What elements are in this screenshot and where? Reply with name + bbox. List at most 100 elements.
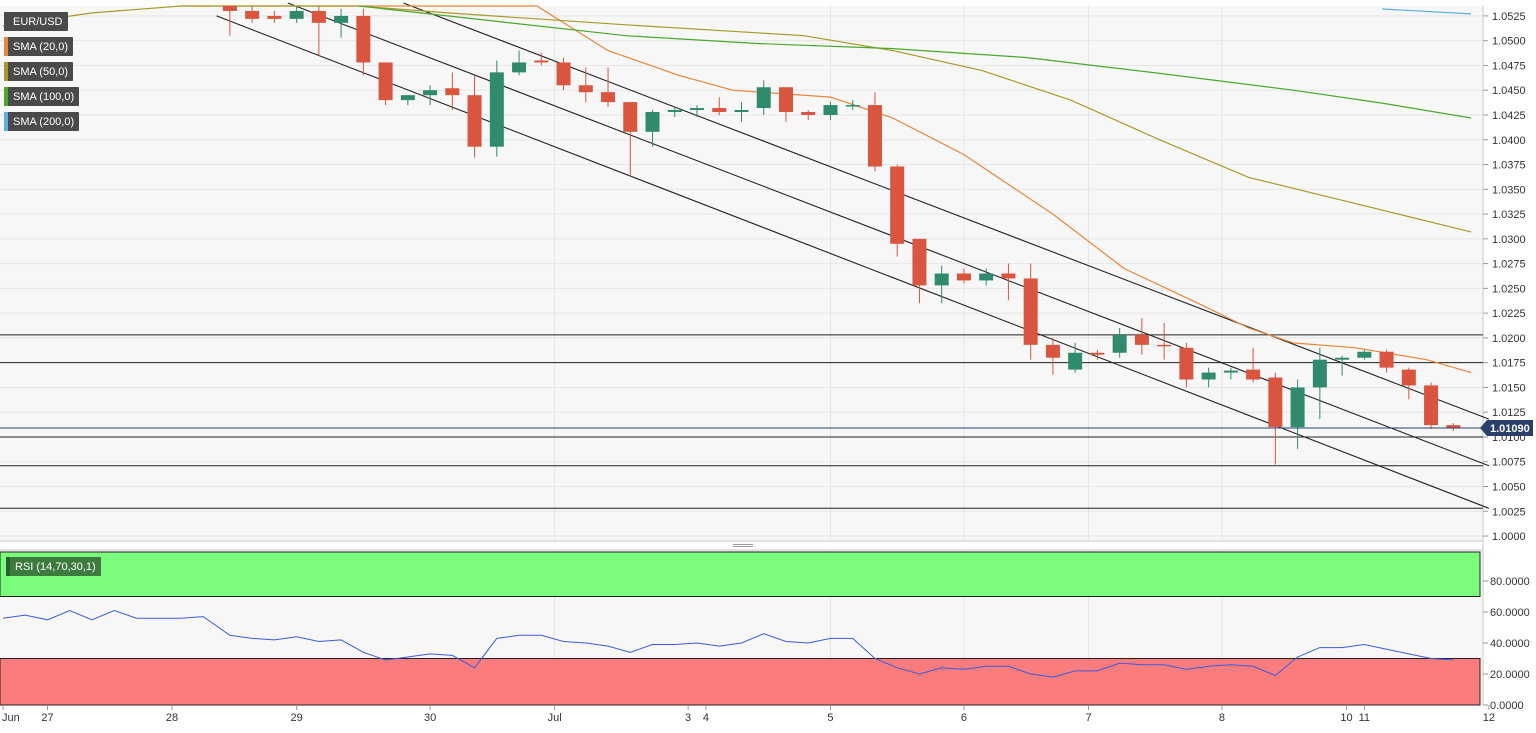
horizontal-levels [0, 334, 1483, 509]
price-tick-label: 1.0275 [1492, 259, 1526, 271]
price-tick-label: 1.0400 [1492, 135, 1526, 147]
price-tick-label: 1.0425 [1492, 110, 1526, 122]
candle-body [334, 15, 349, 23]
time-tick-label: 7 [1085, 712, 1091, 724]
rsi-legend-item[interactable]: RSI (14,70,30,1) [6, 557, 101, 576]
bearish-candle [1157, 323, 1172, 360]
bearish-candle [578, 67, 593, 103]
rsi-axis: 0.0000 20.0000 40.0000 60.0000 80.0000 [1483, 576, 1530, 712]
candle-body [534, 60, 549, 63]
bullish-candle [1201, 367, 1216, 388]
candle-body [1134, 334, 1149, 345]
rsi-legend-label: RSI (14,70,30,1) [15, 560, 96, 573]
candle-body [556, 62, 571, 86]
candle-body [378, 62, 393, 101]
candle-body [912, 238, 927, 286]
bearish-candle [867, 92, 882, 172]
bullish-candle [667, 107, 682, 117]
bearish-candle [623, 102, 638, 177]
time-tick-label: 30 [424, 712, 436, 724]
bearish-candle [1023, 263, 1038, 360]
legend-item-eurusd[interactable]: EUR/USD [4, 12, 68, 31]
legend-swatch [4, 12, 8, 31]
time-tick-label: 6 [961, 712, 967, 724]
bearish-candle [245, 6, 260, 23]
bullish-candle [1335, 355, 1350, 376]
bearish-candle [1179, 342, 1194, 388]
legend-item-sma-20[interactable]: SMA (20,0) [4, 37, 74, 56]
bearish-candle [1446, 423, 1461, 432]
price-tick-label: 1.0025 [1492, 506, 1526, 518]
candle-body [1268, 377, 1283, 428]
bearish-candle [778, 87, 793, 122]
price-tick-label: 1.0525 [1492, 11, 1526, 23]
candle-body [578, 85, 593, 93]
sma-line [358, 5, 1472, 119]
candle-body [1246, 369, 1261, 380]
price-tick-label: 1.0200 [1492, 333, 1526, 345]
price-tick-label: 1.0050 [1492, 482, 1526, 494]
price-tick-label: 1.0150 [1492, 382, 1526, 394]
candle-body [1312, 359, 1327, 388]
rsi-tick-label: 60.0000 [1490, 607, 1530, 619]
candles [222, 6, 1461, 465]
price-tick-label: 1.0000 [1492, 531, 1526, 543]
candle-body [356, 15, 371, 63]
current-price-badge [1480, 420, 1533, 437]
legend-swatch [6, 557, 10, 576]
bullish-candle [845, 100, 860, 111]
bullish-candle [734, 102, 749, 122]
time-tick-label: Jun [2, 712, 20, 724]
channel-trendline [403, 2, 1490, 420]
bearish-candle [1424, 382, 1439, 430]
legend-item-sma-50[interactable]: SMA (50,0) [4, 62, 74, 81]
bullish-candle [423, 85, 438, 106]
bearish-candle [1134, 318, 1149, 355]
candle-body [1223, 370, 1238, 373]
time-tick-label: 29 [290, 712, 302, 724]
panel-resize-handle[interactable] [733, 544, 753, 547]
bearish-candle [890, 164, 905, 257]
bearish-candle [1246, 347, 1261, 383]
candle-body [956, 273, 971, 281]
bullish-candle [645, 110, 660, 147]
time-tick-label: 4 [703, 712, 709, 724]
bullish-candle [489, 60, 504, 157]
bearish-candle [601, 67, 616, 108]
rsi-oversold-zone [0, 658, 1481, 706]
price-tick-label: 1.0175 [1492, 358, 1526, 370]
candle-body [222, 6, 237, 11]
candle-body [867, 105, 882, 167]
time-tick-label: 28 [166, 712, 178, 724]
candle-body [645, 112, 660, 132]
time-tick-label: Jul [548, 712, 562, 724]
candle-body [712, 108, 727, 113]
legend-item-sma-200[interactable]: SMA (200,0) [4, 112, 80, 131]
rsi-tick-label: 20.0000 [1490, 669, 1530, 681]
candle-body [667, 110, 682, 113]
bullish-candle [289, 6, 304, 23]
price-tick-label: 1.0375 [1492, 160, 1526, 172]
bullish-candle [1290, 379, 1305, 449]
legend-label: SMA (20,0) [13, 40, 69, 53]
bullish-candle [334, 8, 349, 38]
time-tick-label: 11 [1359, 712, 1370, 724]
candle-body [400, 95, 415, 101]
bearish-candle [311, 6, 326, 56]
legend-label: SMA (200,0) [13, 115, 75, 128]
bearish-candle [1001, 263, 1016, 301]
bullish-candle [756, 80, 771, 115]
rsi-overbought-zone [0, 551, 1481, 597]
legend-swatch [4, 62, 8, 81]
candle-body [423, 90, 438, 96]
candle-body [1401, 369, 1416, 386]
bearish-candle [801, 110, 816, 120]
bullish-candle [979, 268, 994, 286]
sma-line [1382, 8, 1472, 15]
bearish-candle [1045, 337, 1060, 375]
bearish-candle [467, 75, 482, 158]
legend-item-sma-100[interactable]: SMA (100,0) [4, 87, 80, 106]
bearish-candle [445, 72, 460, 111]
bullish-candle [823, 102, 838, 120]
